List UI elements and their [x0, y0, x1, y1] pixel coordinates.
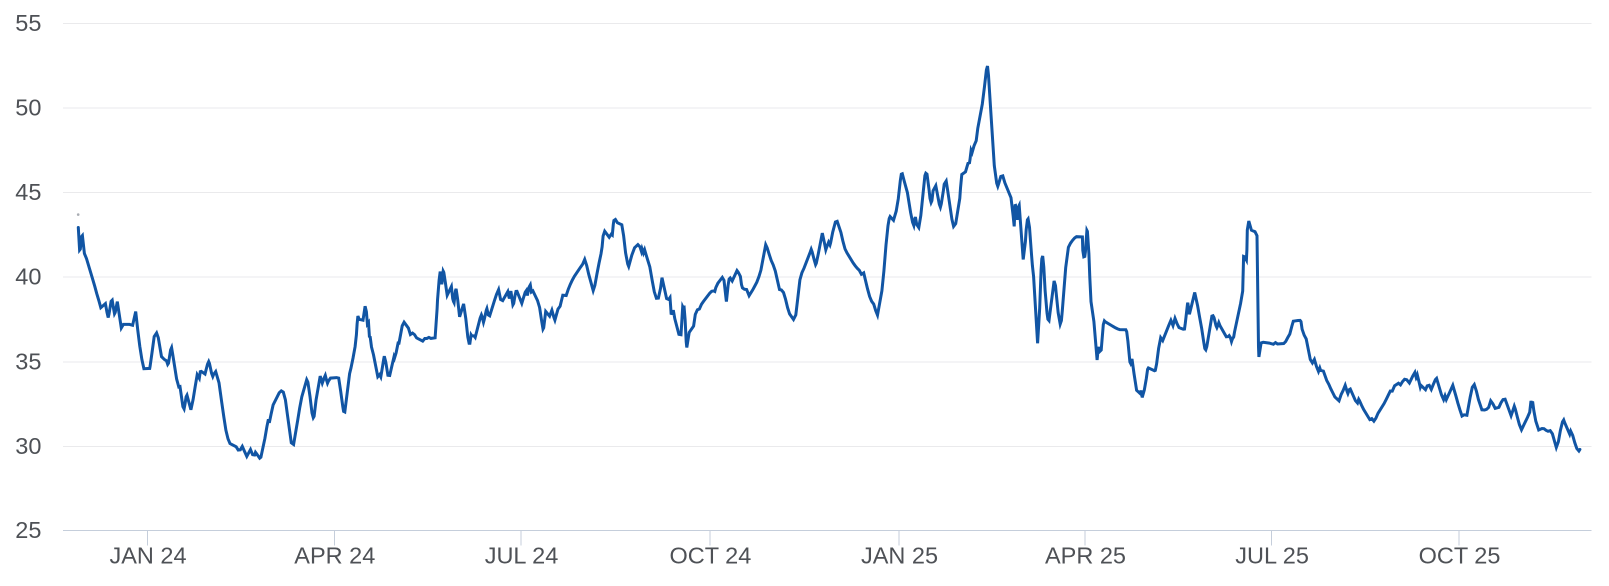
svg-text:40: 40 — [15, 264, 41, 290]
svg-text:JUL 25: JUL 25 — [1235, 543, 1309, 569]
svg-text:45: 45 — [15, 179, 41, 205]
svg-text:APR 25: APR 25 — [1045, 543, 1126, 569]
svg-text:APR 24: APR 24 — [294, 543, 375, 569]
svg-text:35: 35 — [15, 348, 41, 374]
svg-text:25: 25 — [15, 517, 41, 543]
svg-text:JAN 25: JAN 25 — [861, 543, 938, 569]
svg-text:OCT 25: OCT 25 — [1419, 543, 1501, 569]
svg-text:OCT 24: OCT 24 — [669, 543, 751, 569]
svg-text:30: 30 — [15, 433, 41, 459]
svg-text:JUL 24: JUL 24 — [485, 543, 559, 569]
svg-text:JAN 24: JAN 24 — [109, 543, 186, 569]
svg-text:50: 50 — [15, 95, 41, 121]
svg-text:55: 55 — [15, 10, 41, 36]
